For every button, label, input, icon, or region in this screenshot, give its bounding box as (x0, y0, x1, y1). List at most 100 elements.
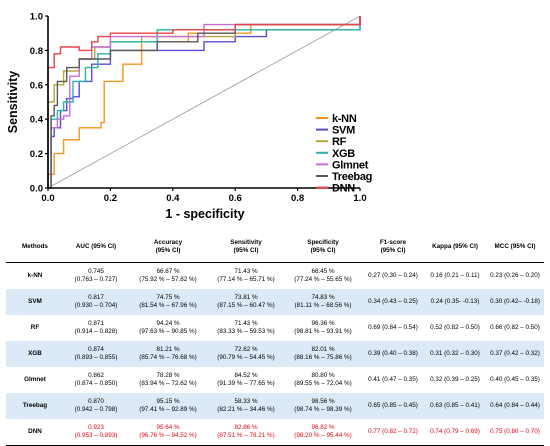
metric-value: (0.942 – 0.798) (74, 406, 118, 413)
metric-cell: 78.28 % (83.94 % – 72.62 %) (128, 367, 208, 393)
metric-value: 66.45 % (311, 267, 335, 275)
x-tick-label: 0.6 (229, 193, 242, 204)
metric-cell: 0.65 (0.85 – 0.45) (362, 393, 424, 419)
metric-value: (83.33 % – 59.53 %) (217, 328, 275, 335)
legend-label: RF (332, 136, 347, 148)
metric-value: 0.32 (0.39 – 0.25) (430, 375, 480, 383)
column-header-text: Kappa (95% CI) (432, 243, 478, 251)
metric-value: (90.79 % – 54.45 %) (217, 354, 275, 361)
x-tick-label: 0.4 (166, 193, 180, 204)
column-header: Accuracy (95% CI) (128, 232, 208, 263)
metric-cell: 0.32 (0.39 – 0.25) (424, 367, 486, 393)
metric-value: (97.63 % – 90.85 %) (139, 328, 197, 335)
column-header: MCC (95% CI) (486, 232, 544, 263)
metric-cell: 0.16 (0.21 – 0.11) (424, 263, 486, 290)
metrics-table-container: Methods AUC (95% CI) Accuracy (95% CI) Sensi… (6, 232, 544, 446)
method-cell: RF (30, 323, 40, 331)
roc-chart: 0.0 0.2 0.4 0.6 0.8 1.0 0.0 0.2 0.4 0.6 0.8 1.0 k-N… (6, 12, 372, 222)
metric-value: 0.24 (0.35- -0.13) (430, 297, 480, 305)
metric-value: 0.40 (0.45 – 0.35) (490, 375, 540, 383)
method-cell: SVM (6, 289, 64, 315)
metric-value: (77.14 % – 65.71 %) (217, 276, 275, 283)
metric-cell: 80.80 % (89.55 % – 72.04 %) (284, 367, 362, 393)
metric-cell: 0.37 (0.42 – 0.32) (486, 341, 544, 367)
metric-value: 0.16 (0.21 – 0.11) (430, 271, 480, 279)
metric-value: 0.817 (88, 293, 104, 301)
metric-value: 96.82 % (311, 423, 335, 431)
metric-cell: 74.75 % (81.54 % – 67.96 %) (128, 289, 208, 315)
metric-value: 0.745 (88, 267, 104, 275)
table-row: Treebag 0.870 (0.942 – 0.798) 95.15 % (97.41… (6, 393, 544, 419)
metric-cell: 0.30 (0.42– -0.18) (486, 289, 544, 315)
metric-value: (87.15 % – 60.47 %) (217, 302, 275, 309)
metric-cell: 0.40 (0.45 – 0.35) (486, 367, 544, 393)
metric-cell: 96.36 % (98.81 % – 93.91 %) (284, 315, 362, 341)
column-header-text: Accuracy (153, 239, 183, 247)
metric-cell: 81.21 % (85.74 % – 76.68 %) (128, 341, 208, 367)
y-tick-label: 1.0 (30, 12, 43, 23)
legend-label: DNN (332, 183, 355, 195)
column-header: AUC (95% CI) (64, 232, 128, 263)
metric-value: (98.74 % – 98.39 %) (294, 406, 352, 413)
x-tick-label: 0.8 (291, 193, 304, 204)
metric-cell: 95.64 % (96.76 % – 94.52 %) (128, 419, 208, 446)
column-header-text: MCC (95% CI) (494, 243, 536, 251)
metric-cell: 0.63 (0.85 – 0.41) (424, 393, 486, 419)
metric-value: 95.15 % (156, 397, 180, 405)
y-tick-label: 0.8 (30, 46, 43, 57)
metric-value: 0.30 (0.42– -0.18) (489, 297, 541, 305)
metric-cell: 82.01 % (88.16 % – 75.86 %) (284, 341, 362, 367)
metric-value: 74.83 % (311, 293, 335, 301)
y-tick-label: 0.2 (30, 149, 43, 160)
column-header-text: F1-score (379, 239, 407, 247)
metric-cell: 66.87 % (75.92 % – 57.82 %) (128, 263, 208, 290)
metric-value: 66.87 % (156, 267, 180, 275)
metric-value: (0.763 – 0.727) (74, 276, 118, 283)
metric-value: (75.92 % – 57.82 %) (139, 276, 197, 283)
method-cell: Glmnet (24, 375, 46, 383)
metric-value: 0.23 (0.26 – 0.20) (490, 271, 540, 279)
x-axis-label: 1 - specificity (165, 207, 244, 221)
x-tick-label: 0.2 (104, 193, 117, 204)
metric-value: (98.81 % – 93.91 %) (294, 328, 352, 335)
table-row: Glmnet 0.862 (0.874 – 0.850) 78.28 % (83.94 … (6, 367, 544, 393)
metric-cell: 84.52 % (91.39 % – 77.65 %) (208, 367, 284, 393)
metric-cell: 0.24 (0.35- -0.13) (424, 289, 486, 315)
metric-value: (85.74 % – 76.68 %) (139, 354, 197, 361)
x-tick-label: 1.0 (353, 193, 366, 204)
metric-value: 0.65 (0.85 – 0.45) (368, 401, 418, 409)
metric-cell: 94.24 % (97.63 % – 90.85 %) (128, 315, 208, 341)
metric-cell: 0.817 (0.930 – 0.704) (64, 289, 128, 315)
legend-label: SVM (332, 125, 355, 137)
metric-value: 0.75 (0.80 – 0.70) (490, 427, 540, 435)
method-cell: k-NN (27, 271, 43, 279)
series-line-dnn (47, 16, 361, 188)
metric-value: (83.94 % – 72.62 %) (139, 380, 197, 387)
metric-cell: 0.923 (0.953 – 0.893) (64, 419, 128, 446)
metric-cell: 0.874 (0.893 – 0.855) (64, 341, 128, 367)
metric-value: (96.76 % – 94.52 %) (139, 432, 197, 439)
column-header-text: (95% CI) (380, 247, 406, 254)
metric-value: 0.52 (0.82 – 0.50) (430, 323, 480, 331)
metric-cell: 0.871 (0.914 – 0.828) (64, 315, 128, 341)
metric-cell: 71.43 % (83.33 % – 59.53 %) (208, 315, 284, 341)
column-header: F1-score (95% CI) (362, 232, 424, 263)
series-line-glmnet (48, 16, 361, 189)
metric-cell: 0.31 (0.32 – 0.30) (424, 341, 486, 367)
series-line-k-nn (47, 16, 361, 188)
metric-value: 84.52 % (234, 371, 258, 379)
column-header-text: Methods (22, 243, 48, 251)
metric-cell: 0.870 (0.942 – 0.798) (64, 393, 128, 419)
metric-value: 94.24 % (156, 319, 180, 327)
metric-cell: 96.82 % (98.20 % – 95.44 %) (284, 419, 362, 446)
metric-value: 0.923 (88, 423, 104, 431)
metric-cell: 71.43 % (77.14 % – 65.71 %) (208, 263, 284, 290)
metric-value: 95.64 % (156, 423, 180, 431)
table-header-row: Methods AUC (95% CI) Accuracy (95% CI) Sensi… (6, 232, 544, 263)
metric-value: (0.914 – 0.828) (74, 328, 118, 335)
metric-value: 0.69 (0.84 – 0.54) (368, 323, 418, 331)
metric-cell: 0.41 (0.47 – 0.35) (362, 367, 424, 393)
metric-value: 72.62 % (234, 345, 258, 353)
metric-value: 0.34 (0.43 – 0.25) (368, 297, 418, 305)
metric-cell: 66.45 % (77.24 % – 55.65 %) (284, 263, 362, 290)
